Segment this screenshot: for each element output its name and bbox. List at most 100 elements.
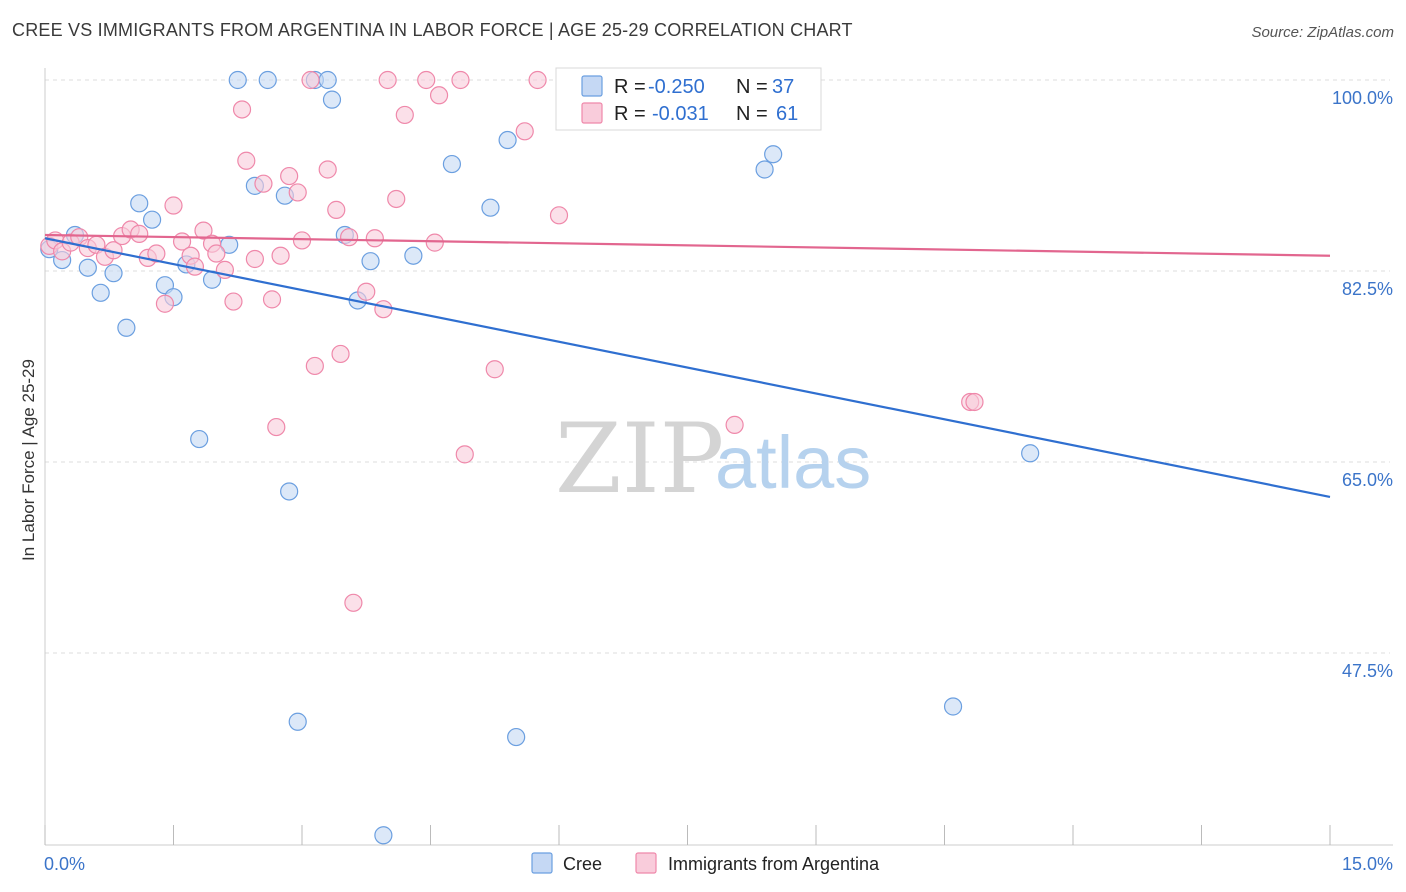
cree-point-19 bbox=[280, 482, 299, 501]
argentina-point-35 bbox=[305, 356, 324, 376]
cree-point-15 bbox=[228, 70, 247, 90]
legend-cree-n-label: N = bbox=[736, 76, 768, 98]
cree-point-8 bbox=[142, 210, 162, 229]
y-axis-title: In Labor Force | Age 25-29 bbox=[19, 359, 38, 561]
argentina-trend-line bbox=[44, 233, 1331, 257]
argentina-point-43 bbox=[374, 300, 393, 319]
argentina-point-45 bbox=[387, 189, 406, 209]
argentina-point-24 bbox=[232, 100, 252, 119]
bottom-legend-argentina: Immigrants from Argentina bbox=[668, 854, 880, 874]
source-label: Source: ZipAtlas.com bbox=[1251, 24, 1394, 41]
argentina-point-46 bbox=[395, 105, 414, 125]
data-points bbox=[40, 70, 1040, 845]
argentina-point-51 bbox=[455, 445, 474, 464]
cree-point-28 bbox=[404, 246, 423, 265]
argentina-point-31 bbox=[280, 166, 299, 186]
argentina-point-54 bbox=[528, 70, 547, 90]
bottom-legend: Cree Immigrants from Argentina bbox=[531, 852, 880, 874]
legend-cree-n-value: 37 bbox=[772, 76, 794, 98]
argentina-point-50 bbox=[451, 70, 470, 90]
argentina-point-27 bbox=[254, 174, 273, 193]
argentina-point-32 bbox=[288, 183, 307, 202]
cree-point-34 bbox=[764, 145, 783, 164]
argentina-point-53 bbox=[515, 122, 534, 141]
argentina-point-48 bbox=[425, 233, 444, 252]
argentina-point-26 bbox=[245, 249, 264, 269]
argentina-point-40 bbox=[344, 593, 363, 612]
cree-point-3 bbox=[78, 258, 97, 277]
bottom-legend-swatch-argentina bbox=[635, 852, 657, 874]
x-tick-label-0: 0.0% bbox=[44, 854, 85, 874]
cree-point-31 bbox=[507, 727, 526, 747]
cree-point-4 bbox=[91, 283, 110, 302]
legend-argentina-n-value: 61 bbox=[776, 103, 798, 125]
argentina-point-49 bbox=[429, 86, 449, 105]
cree-point-23 bbox=[322, 90, 342, 109]
argentina-point-13 bbox=[147, 244, 166, 263]
cree-point-17 bbox=[258, 70, 277, 90]
cree-point-7 bbox=[130, 194, 149, 213]
argentina-point-42 bbox=[365, 229, 384, 248]
argentina-point-33 bbox=[292, 231, 312, 250]
argentina-point-21 bbox=[207, 244, 226, 263]
argentina-point-39 bbox=[340, 228, 359, 247]
watermark-atlas: atlas bbox=[715, 421, 871, 504]
axes bbox=[44, 68, 1393, 846]
argentina-point-15 bbox=[164, 196, 183, 215]
argentina-point-41 bbox=[357, 282, 376, 301]
argentina-point-44 bbox=[378, 70, 397, 90]
trend-lines bbox=[44, 233, 1331, 499]
legend-cree-r-label: R = bbox=[614, 76, 646, 98]
cree-point-35 bbox=[943, 697, 963, 716]
cree-point-26 bbox=[361, 252, 380, 271]
argentina-point-38 bbox=[331, 344, 350, 364]
cree-point-22 bbox=[318, 70, 337, 90]
y-tick-labels: 47.5% 65.0% 82.5% 100.0% bbox=[1332, 88, 1393, 681]
argentina-point-55 bbox=[549, 206, 569, 225]
argentina-point-56 bbox=[725, 415, 744, 434]
cree-point-36 bbox=[1021, 444, 1040, 463]
argentina-point-29 bbox=[267, 417, 286, 437]
argentina-point-37 bbox=[327, 200, 346, 219]
cree-point-33 bbox=[755, 160, 774, 179]
argentina-point-59 bbox=[965, 392, 984, 412]
cree-point-20 bbox=[288, 712, 307, 731]
bottom-legend-cree: Cree bbox=[563, 854, 602, 874]
y-tick-label-2: 82.5% bbox=[1342, 279, 1393, 299]
legend-swatch-argentina bbox=[581, 102, 603, 124]
legend-argentina-n-label: N = bbox=[736, 103, 768, 125]
legend: R = -0.250 N = 37 R = -0.031 N = 61 bbox=[555, 67, 822, 131]
cree-point-29 bbox=[442, 154, 462, 174]
argentina-point-23 bbox=[224, 292, 243, 311]
bottom-legend-swatch-cree bbox=[531, 852, 553, 874]
argentina-point-14 bbox=[155, 294, 175, 313]
cree-trend-line bbox=[44, 237, 1331, 499]
cree-point-30 bbox=[481, 198, 500, 217]
argentina-point-19 bbox=[194, 221, 213, 240]
y-tick-label-1: 65.0% bbox=[1342, 470, 1393, 490]
legend-argentina-r-label: R = bbox=[614, 103, 646, 125]
cree-point-5 bbox=[104, 264, 123, 283]
y-tick-label-0: 47.5% bbox=[1342, 661, 1393, 681]
argentina-point-28 bbox=[262, 290, 282, 309]
argentina-point-52 bbox=[485, 360, 504, 379]
argentina-point-47 bbox=[417, 70, 436, 90]
cree-point-6 bbox=[117, 318, 136, 337]
legend-argentina-r-value: -0.031 bbox=[652, 103, 709, 125]
cree-point-12 bbox=[190, 429, 209, 449]
x-tick-label-1: 15.0% bbox=[1342, 854, 1393, 874]
x-tick-labels: 0.0% 15.0% bbox=[44, 854, 1393, 874]
y-tick-label-3: 100.0% bbox=[1332, 88, 1393, 108]
argentina-point-30 bbox=[271, 246, 290, 265]
argentina-point-36 bbox=[318, 160, 337, 179]
argentina-point-25 bbox=[237, 151, 256, 170]
argentina-point-11 bbox=[130, 224, 149, 243]
argentina-point-34 bbox=[301, 70, 320, 90]
cree-point-32 bbox=[498, 130, 517, 150]
chart-title: CREE VS IMMIGRANTS FROM ARGENTINA IN LAB… bbox=[12, 20, 853, 40]
legend-cree-r-value: -0.250 bbox=[648, 76, 705, 98]
watermark-zip: ZIP bbox=[555, 403, 724, 515]
cree-point-27 bbox=[374, 826, 393, 845]
legend-swatch-cree bbox=[581, 75, 603, 97]
